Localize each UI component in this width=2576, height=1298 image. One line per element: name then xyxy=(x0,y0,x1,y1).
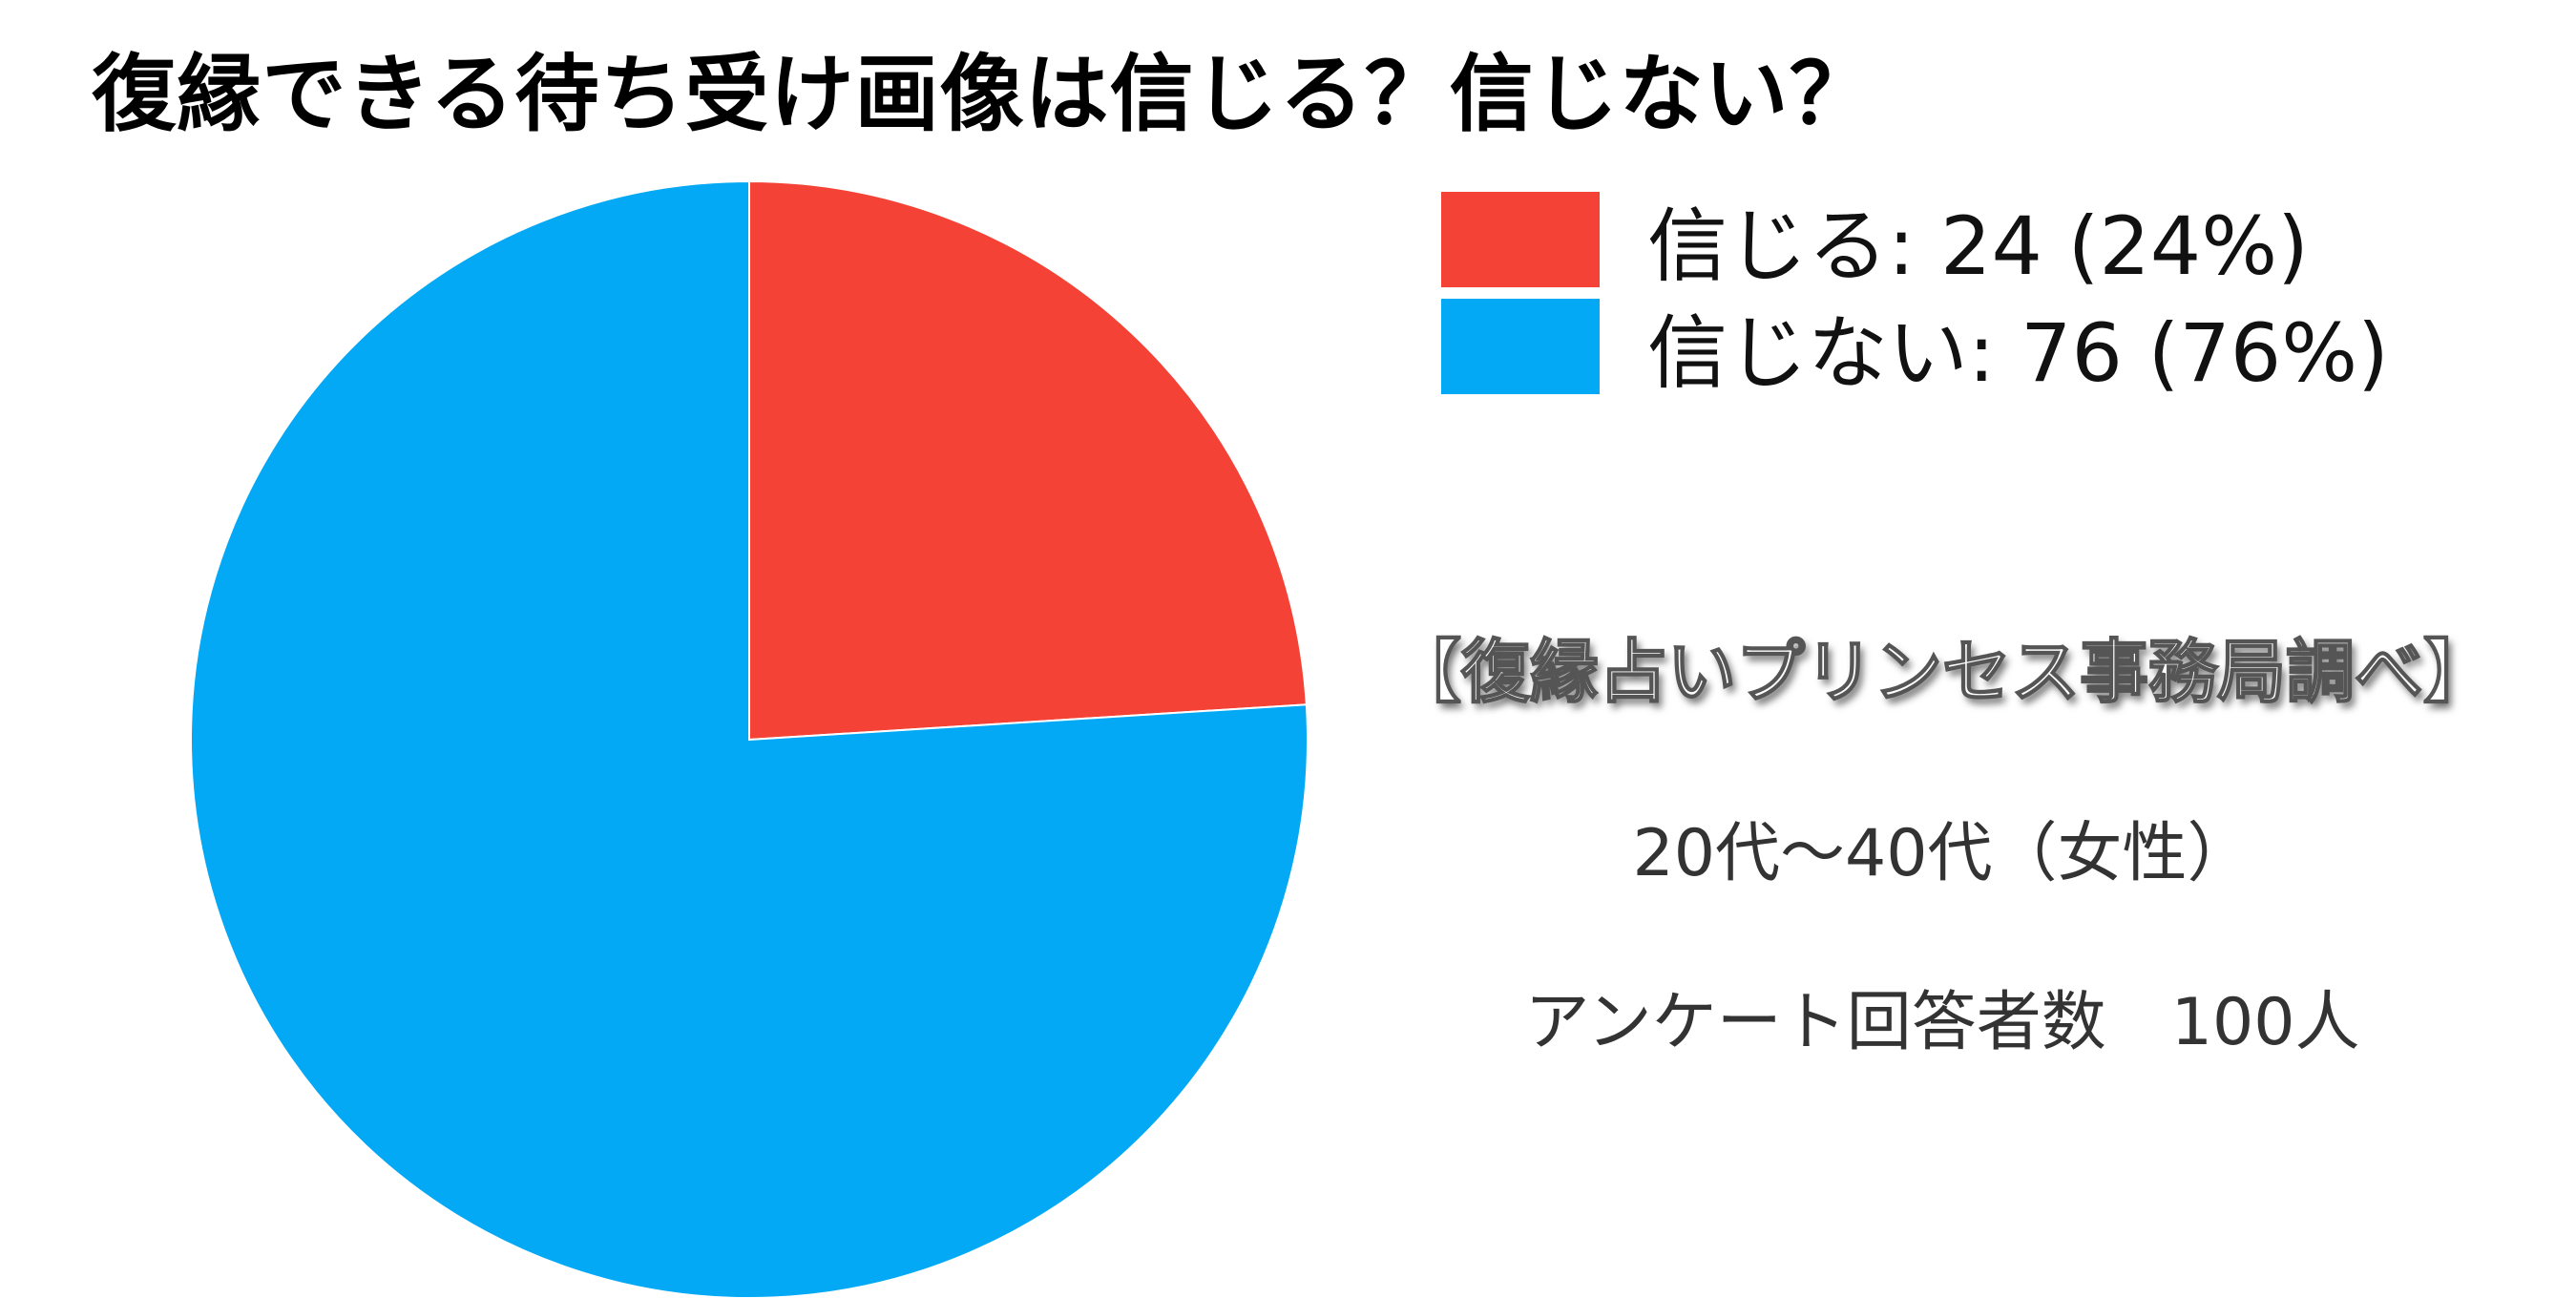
legend-label-0: 信じる: 24 (24%) xyxy=(1647,199,2309,293)
pie-chart xyxy=(190,179,1309,1298)
chart-title: 復縁できる待ち受け画像は信じる？信じない？ xyxy=(92,45,1874,143)
respondents-note: アンケート回答者数 100人 xyxy=(1524,985,2360,1060)
source-note: 【復縁占いプリンセス事務局調べ】 xyxy=(1392,631,2493,713)
legend-item-1: 信じない: 76 (76%) xyxy=(1441,293,2389,400)
pie-slice-0 xyxy=(748,179,1308,742)
legend: 信じる: 24 (24%) 信じない: 76 (76%) xyxy=(1441,186,2389,400)
pie-slice-1 xyxy=(190,179,1309,1298)
demographic-note: 20代～40代（女性） xyxy=(1632,816,2252,891)
legend-label-1: 信じない: 76 (76%) xyxy=(1647,305,2389,400)
legend-swatch-1 xyxy=(1441,299,1600,394)
legend-swatch-0 xyxy=(1441,192,1600,287)
legend-item-0: 信じる: 24 (24%) xyxy=(1441,186,2389,293)
